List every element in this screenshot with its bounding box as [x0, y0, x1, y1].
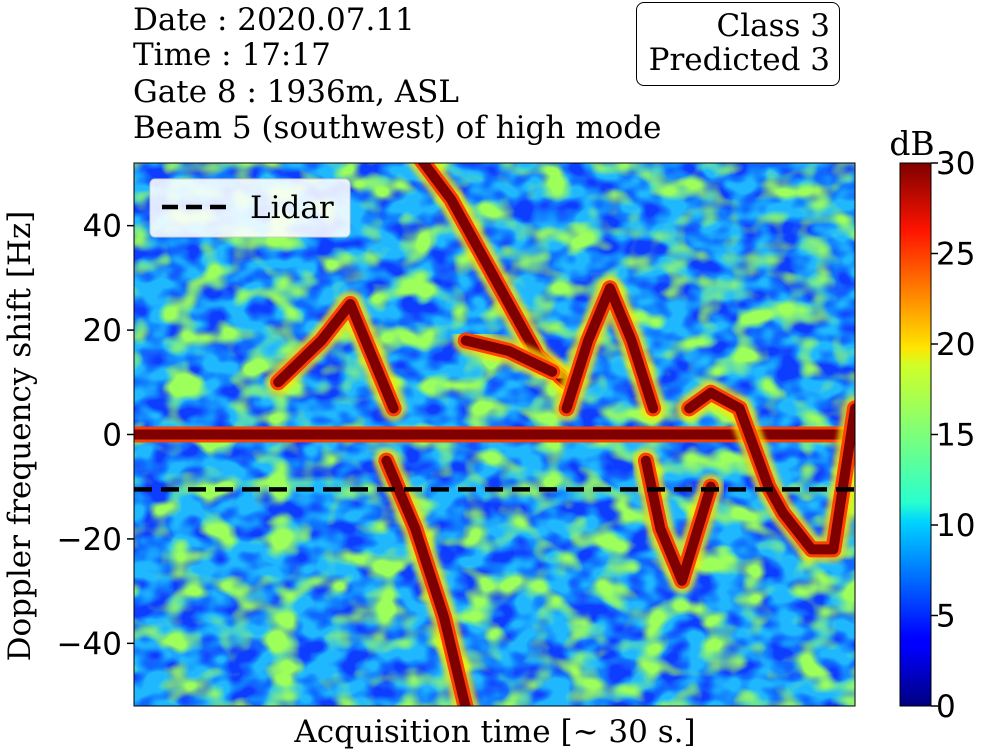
y-tick-label: 40: [83, 209, 122, 245]
feature-trace-5-layer-2: [684, 387, 855, 555]
colorbar-tick-label: 30: [936, 146, 975, 182]
feature-trace-7-layer-2: [381, 455, 471, 706]
heatmap-area: [134, 163, 855, 706]
y-axis: 40 20 0 −20 −40: [57, 209, 134, 662]
feature-trace-2-layer-2: [460, 335, 558, 377]
colorbar-tick-label: 5: [936, 599, 956, 635]
gate-text: Gate 8 : 1936m, ASL: [133, 74, 459, 110]
class-label: Class 3: [716, 8, 830, 44]
colorbar-tick-label: 20: [936, 327, 975, 363]
heatmap-features: [134, 163, 855, 706]
x-axis-label: Acquisition time [~ 30 s.]: [293, 714, 695, 750]
feature-trace-3-layer-2: [561, 283, 659, 414]
colorbar-label: dB: [889, 124, 934, 163]
beam-text: Beam 5 (southwest) of high mode: [133, 110, 662, 146]
y-tick-label: 20: [83, 313, 122, 349]
feature-trace-4-layer-2: [640, 455, 716, 586]
colorbar-tick-label: 10: [936, 508, 975, 544]
colorbar: [899, 162, 932, 707]
y-tick-label: 0: [102, 418, 122, 454]
legend-label-lidar: Lidar: [250, 190, 334, 226]
legend-box: [149, 178, 351, 238]
colorbar-tick-label: 25: [936, 237, 975, 273]
feature-trace-6-layer-2: [273, 299, 399, 414]
y-axis-label: Doppler frequency shift [Hz]: [2, 211, 38, 662]
legend: Lidar: [149, 178, 351, 238]
colorbar-tick-label: 15: [936, 418, 975, 454]
y-tick-label: −40: [57, 626, 122, 662]
time-text: Time : 17:17: [133, 37, 331, 73]
date-text: Date : 2020.07.11: [133, 2, 415, 38]
colorbar-axis: 0 5 10 15 20 25 30: [931, 146, 975, 725]
y-tick-label: −20: [57, 522, 122, 558]
predicted-label: Predicted 3: [648, 42, 830, 78]
class-box: Class 3 Predicted 3: [636, 2, 840, 86]
colorbar-tick-label: 0: [936, 689, 956, 725]
